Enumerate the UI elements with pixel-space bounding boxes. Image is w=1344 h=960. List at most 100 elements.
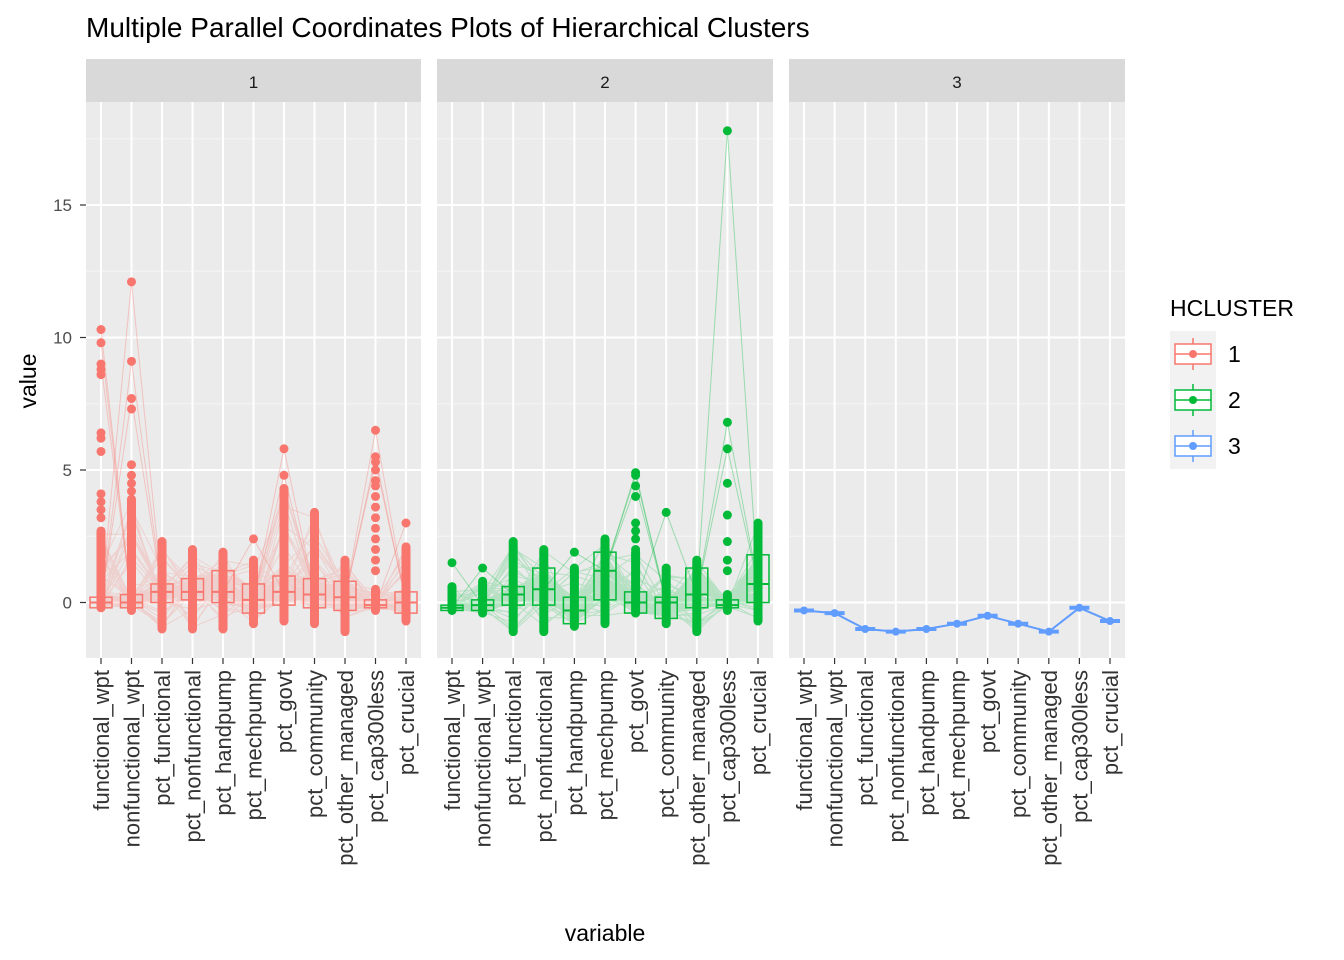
outlier-point	[371, 513, 380, 523]
x-tick-label: pct_handpump	[914, 670, 939, 816]
x-tick-label: pct_govt	[624, 670, 649, 753]
outlier-point	[127, 470, 136, 480]
x-tick-label: pct_cap300less	[1067, 670, 1092, 823]
outlier-point	[371, 481, 380, 491]
data-point	[953, 619, 961, 628]
outlier-point	[127, 277, 136, 287]
x-tick-label: pct_functional	[150, 670, 175, 806]
outlier-point	[371, 465, 380, 475]
outlier-point	[722, 555, 732, 565]
outlier-line	[100, 342, 132, 603]
legend-entry-3: 3	[1170, 423, 1241, 469]
x-axis-title: variable	[565, 920, 646, 946]
outlier-point	[631, 518, 641, 528]
facet-panel-3: 3 functional_wpt nonfunctional_wpt pct_func…	[789, 59, 1125, 866]
legend: HCLUSTER 1 2 3	[1170, 295, 1294, 469]
outlier-point	[96, 370, 106, 380]
x-tick-label: pct_crucial	[746, 670, 771, 775]
x-tick-label: pct_crucial	[394, 670, 419, 775]
x-tick-label: pct_nonfunctional	[181, 670, 206, 842]
facet-strip	[789, 59, 1125, 102]
x-tick-label: pct_mechpump	[945, 670, 970, 820]
x-tick-label: pct_cap300less	[364, 670, 389, 823]
y-tick-label: 10	[53, 329, 72, 348]
facet-strip	[86, 59, 421, 102]
outlier-point	[279, 470, 289, 480]
x-tick-label: nonfunctional_wpt	[120, 670, 145, 847]
boxplot-box	[150, 583, 174, 604]
data-point	[922, 625, 931, 633]
outlier-point	[96, 446, 106, 456]
outlier-point	[96, 497, 106, 507]
outlier-point	[447, 558, 457, 568]
legend-label: 1	[1228, 341, 1241, 367]
outlier-point	[279, 444, 289, 454]
x-tick-label: pct_crucial	[1098, 670, 1123, 775]
outlier-point	[722, 417, 732, 427]
outlier-point	[96, 505, 106, 515]
x-tick-label: pct_cap300less	[715, 670, 740, 823]
outlier-point	[661, 507, 671, 517]
data-point	[983, 611, 992, 620]
outlier-point	[569, 547, 579, 557]
x-tick-label: pct_govt	[272, 670, 297, 753]
outlier-point	[96, 338, 106, 348]
facet-strip-label: 1	[249, 73, 258, 92]
x-tick-label: pct_other_managed	[1037, 670, 1062, 866]
boxplot-box	[333, 580, 357, 612]
legend-label: 3	[1228, 433, 1241, 459]
boxplot-box	[501, 585, 525, 606]
x-tick-label: pct_functional	[501, 670, 526, 806]
outlier-point	[96, 489, 106, 499]
boxplot-box	[211, 569, 235, 604]
outlier-line	[100, 329, 132, 603]
outlier-point	[722, 444, 732, 454]
outlier-point	[631, 481, 641, 491]
y-tick-label: 5	[63, 461, 72, 480]
x-tick-label: functional_wpt	[792, 670, 817, 811]
x-tick-label: pct_handpump	[211, 670, 236, 816]
outlier-point	[96, 325, 106, 335]
boxplot-box	[363, 599, 388, 609]
x-tick-label: pct_community	[1006, 670, 1031, 818]
x-tick-label: functional_wpt	[440, 670, 465, 811]
facet-strip-label: 2	[600, 73, 609, 92]
outlier-point	[127, 486, 136, 496]
y-tick-label: 15	[53, 196, 72, 215]
x-tick-label: pct_other_managed	[685, 670, 710, 866]
x-tick-label: pct_govt	[976, 670, 1001, 753]
x-tick-label: pct_nonfunctional	[884, 670, 909, 842]
legend-label: 2	[1228, 387, 1241, 413]
facet-panel-2: 2 functional_wpt nonfunctional_wpt pct_func…	[437, 59, 773, 866]
outlier-point	[371, 534, 380, 544]
facet-strip	[437, 59, 773, 102]
data-point	[891, 627, 900, 636]
boxplot-box	[593, 551, 617, 601]
x-tick-label: pct_mechpump	[593, 670, 618, 820]
legend-key-point	[1189, 442, 1197, 450]
data-point	[800, 606, 808, 615]
boxplot-box	[746, 554, 770, 604]
data-point	[830, 609, 839, 618]
legend-title: HCLUSTER	[1170, 295, 1294, 321]
facet-strip-label: 3	[952, 73, 961, 92]
outlier-point	[371, 545, 380, 554]
x-tick-label: pct_functional	[853, 670, 878, 806]
outlier-line	[451, 562, 484, 606]
boxplot-box	[180, 577, 205, 601]
data-point	[1106, 617, 1114, 626]
outlier-point	[371, 425, 380, 435]
outlier-point	[722, 510, 732, 520]
boxplot-box	[302, 577, 327, 609]
outlier-point	[631, 526, 641, 536]
y-tick-label: 0	[63, 594, 72, 613]
outlier-point	[96, 433, 106, 443]
chart-title: Multiple Parallel Coordinates Plots of H…	[86, 12, 810, 43]
facet-panel-1: 1 functional_wpt nonfunctional_wpt pct_func…	[86, 59, 421, 866]
outlier-point	[127, 478, 136, 488]
outlier-point	[371, 523, 380, 533]
boxplot-box	[119, 593, 144, 609]
outlier-point	[478, 563, 488, 573]
outlier-point	[631, 545, 641, 554]
outlier-point	[722, 566, 732, 576]
